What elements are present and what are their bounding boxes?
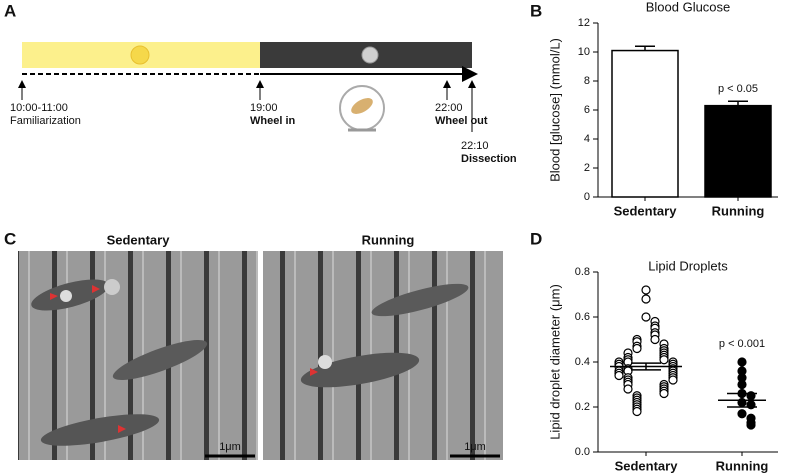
wheel-icon: [339, 85, 385, 132]
data-point: [650, 334, 660, 345]
x-tick-label: Running: [716, 458, 769, 473]
y-tick-label: 0.6: [575, 311, 590, 323]
y-tick-label: 12: [578, 17, 590, 29]
micrograph-title: Running: [362, 232, 415, 247]
data-point: [614, 370, 624, 381]
data-point: [668, 375, 678, 385]
y-tick-label: 0: [584, 191, 590, 203]
y-tick-label: 8: [584, 75, 590, 87]
y-tick-label: 0.0: [575, 446, 590, 458]
x-tick-label: Sedentary: [614, 203, 678, 218]
data-point: [659, 388, 669, 399]
annotation: p < 0.001: [719, 338, 765, 350]
event-label: Familiarization: [10, 115, 81, 127]
data-point: [641, 312, 651, 322]
sun-icon: [130, 45, 150, 65]
y-axis-label: Lipid droplet diameter (μm): [547, 284, 562, 440]
data-point: [641, 294, 651, 304]
scale-bar-label: 1μm: [219, 441, 241, 453]
y-tick-label: 4: [584, 133, 590, 145]
x-tick-label: Running: [712, 203, 765, 218]
event-label: Dissection: [461, 153, 517, 165]
data-point: [737, 357, 747, 367]
time-label: 22:10: [461, 140, 489, 152]
y-axis-label: Blood [glucose] (mmol/L): [547, 38, 562, 182]
data-point: [623, 384, 633, 394]
panel-letter: A: [4, 1, 16, 20]
time-label: 19:00: [250, 102, 278, 114]
moon-icon: [361, 46, 379, 64]
y-tick-label: 10: [578, 46, 590, 58]
micrograph: 1μm: [18, 251, 258, 460]
data-point: [746, 420, 756, 430]
data-point: [632, 343, 642, 354]
micrograph-title: Sedentary: [107, 232, 171, 247]
event-label: Wheel out: [435, 115, 488, 127]
annotation: p < 0.05: [718, 83, 758, 95]
panel-letter: D: [530, 229, 542, 248]
y-tick-label: 0.2: [575, 401, 590, 413]
data-point: [632, 406, 642, 417]
panel-letter: C: [4, 229, 16, 248]
time-label: 22:00: [435, 102, 463, 114]
timeline: 10:00-11:00 Familiarization 19:00 Wheel …: [10, 42, 517, 165]
data-point: [737, 409, 747, 419]
scale-bar-label: 1μm: [464, 441, 486, 453]
panel-letter: B: [530, 1, 542, 20]
data-point: [659, 355, 669, 365]
bar: [611, 49, 679, 198]
y-tick-label: 0.4: [575, 356, 590, 368]
y-tick-label: 6: [584, 104, 590, 116]
data-point: [737, 379, 747, 390]
y-tick-label: 2: [584, 162, 590, 174]
event-label: Wheel in: [250, 115, 296, 127]
bar: [704, 104, 772, 198]
x-tick-label: Sedentary: [615, 458, 679, 473]
y-tick-label: 0.8: [575, 266, 590, 278]
chart-title: Lipid Droplets: [648, 258, 728, 273]
time-label: 10:00-11:00: [10, 102, 68, 114]
chart-title: Blood Glucose: [646, 0, 731, 14]
micrograph: 1μm: [263, 251, 503, 460]
data-point: [641, 285, 651, 295]
